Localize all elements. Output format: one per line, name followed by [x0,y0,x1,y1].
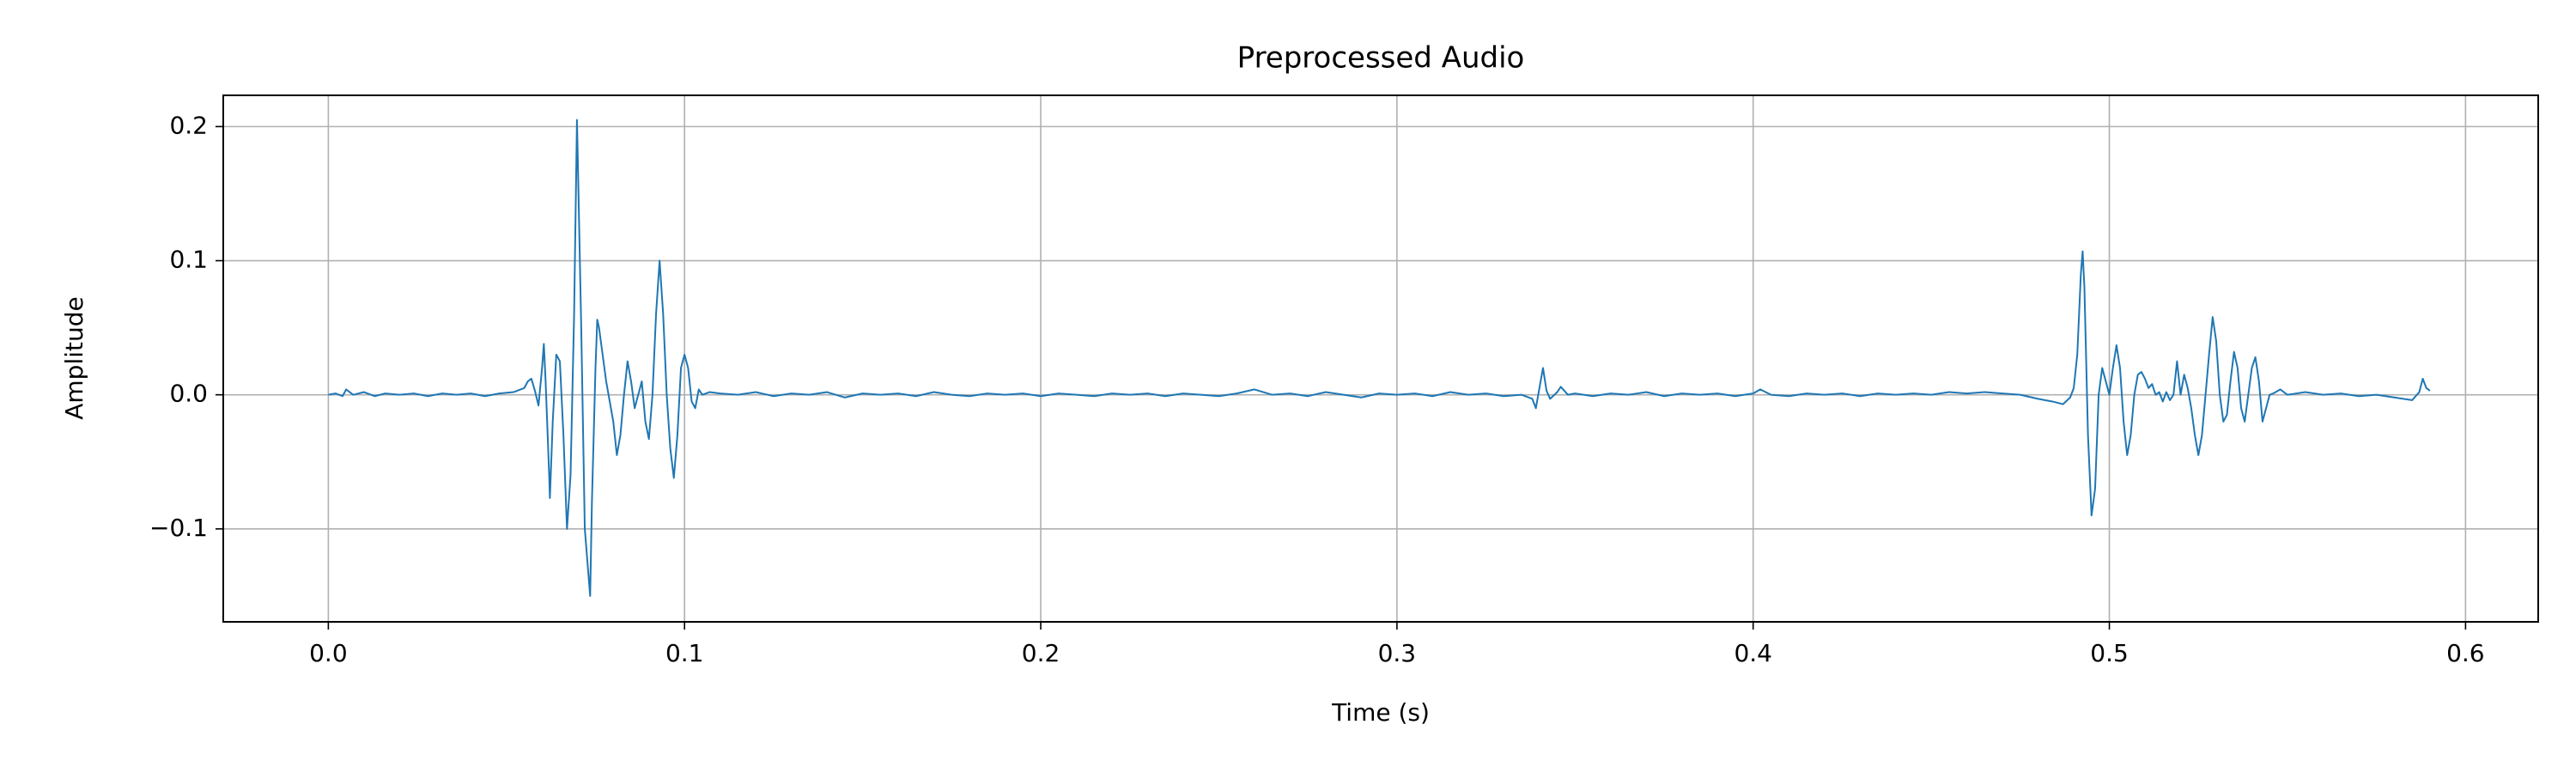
x-tick-label: 0.5 [2090,639,2129,667]
y-tick-label: 0.2 [169,111,208,139]
plot-frame [222,94,2539,623]
x-tick-label: 0.6 [2446,639,2485,667]
y-axis-label: Amplitude [60,296,88,420]
x-tick-label: 0.1 [665,639,704,667]
x-tick-label: 0.0 [309,639,348,667]
x-tick-label: 0.3 [1378,639,1417,667]
y-tick-label: 0.1 [169,246,208,274]
waveform-line [328,119,2431,597]
x-tick-label: 0.2 [1022,639,1060,667]
y-tick-label: 0.0 [169,380,208,408]
x-axis-label: Time (s) [1331,698,1430,727]
y-tick-label: −0.1 [149,514,208,542]
chart-title: Preprocessed Audio [1237,41,1525,76]
x-tick-label: 0.4 [1734,639,1772,667]
